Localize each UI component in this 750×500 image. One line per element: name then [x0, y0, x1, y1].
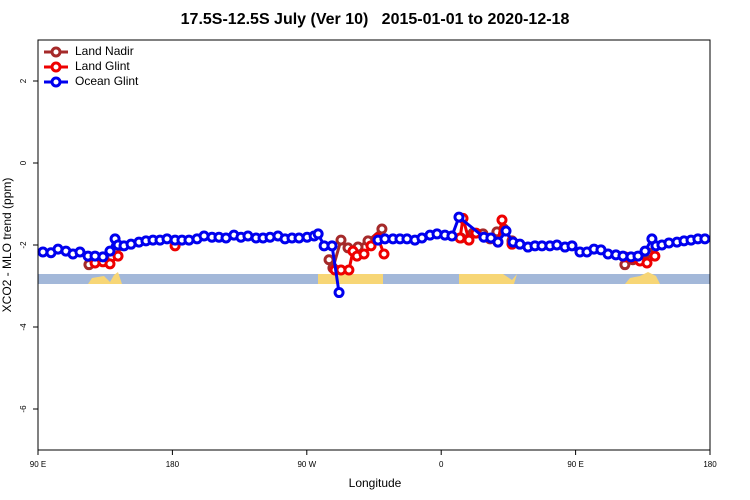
data-point: [699, 233, 711, 245]
data-point: [343, 264, 355, 276]
y-tick-label: 2: [19, 78, 28, 83]
data-point: [112, 250, 124, 262]
data-point: [496, 214, 508, 226]
land-patch: [625, 272, 660, 284]
legend-label: Land Nadir: [75, 44, 134, 58]
data-point: [378, 248, 390, 260]
x-tick-label: 180: [166, 460, 180, 469]
data-point: [446, 230, 458, 242]
data-point: [333, 287, 345, 299]
legend-marker: [50, 46, 62, 58]
y-tick-label: -6: [19, 405, 28, 413]
x-tick-label: 90 E: [567, 460, 583, 469]
land-patch: [88, 272, 122, 284]
data-point: [649, 250, 661, 262]
y-tick-label: -4: [19, 323, 28, 331]
data-point: [376, 223, 388, 235]
data-point: [358, 248, 370, 260]
data-point: [104, 258, 116, 270]
data-point: [97, 251, 109, 263]
data-point: [641, 257, 653, 269]
x-tick-label: 90 E: [30, 460, 46, 469]
x-tick-label: 90 W: [297, 460, 316, 469]
data-point: [365, 240, 377, 252]
data-point: [335, 234, 347, 246]
data-point: [453, 211, 465, 223]
data-point: [74, 246, 86, 258]
x-axis-title: Longitude: [349, 476, 402, 490]
data-point: [566, 240, 578, 252]
data-point: [500, 225, 512, 237]
legend-label: Land Glint: [75, 59, 130, 73]
y-tick-label: -2: [19, 241, 28, 249]
data-point: [104, 245, 116, 257]
data-point: [632, 250, 644, 262]
legend-marker: [50, 61, 62, 73]
land-ocean-strip: [38, 272, 710, 284]
y-axis-title: XCO2 - MLO trend (ppm): [0, 178, 14, 313]
legend-marker: [50, 76, 62, 88]
land-patch: [318, 274, 383, 284]
data-point: [323, 254, 335, 266]
x-tick-label: 180: [703, 460, 717, 469]
chart-title: 17.5S-12.5S July (Ver 10) 2015-01-01 to …: [181, 11, 570, 28]
data-point: [463, 234, 475, 246]
data-point: [639, 245, 651, 257]
x-tick-label: 0: [439, 460, 444, 469]
data-point: [312, 228, 324, 240]
y-tick-label: 0: [19, 160, 28, 165]
data-point: [326, 240, 338, 252]
data-point: [492, 236, 504, 248]
plot-area: [37, 211, 711, 299]
legend-label: Ocean Glint: [75, 74, 139, 88]
land-patch: [459, 274, 517, 284]
